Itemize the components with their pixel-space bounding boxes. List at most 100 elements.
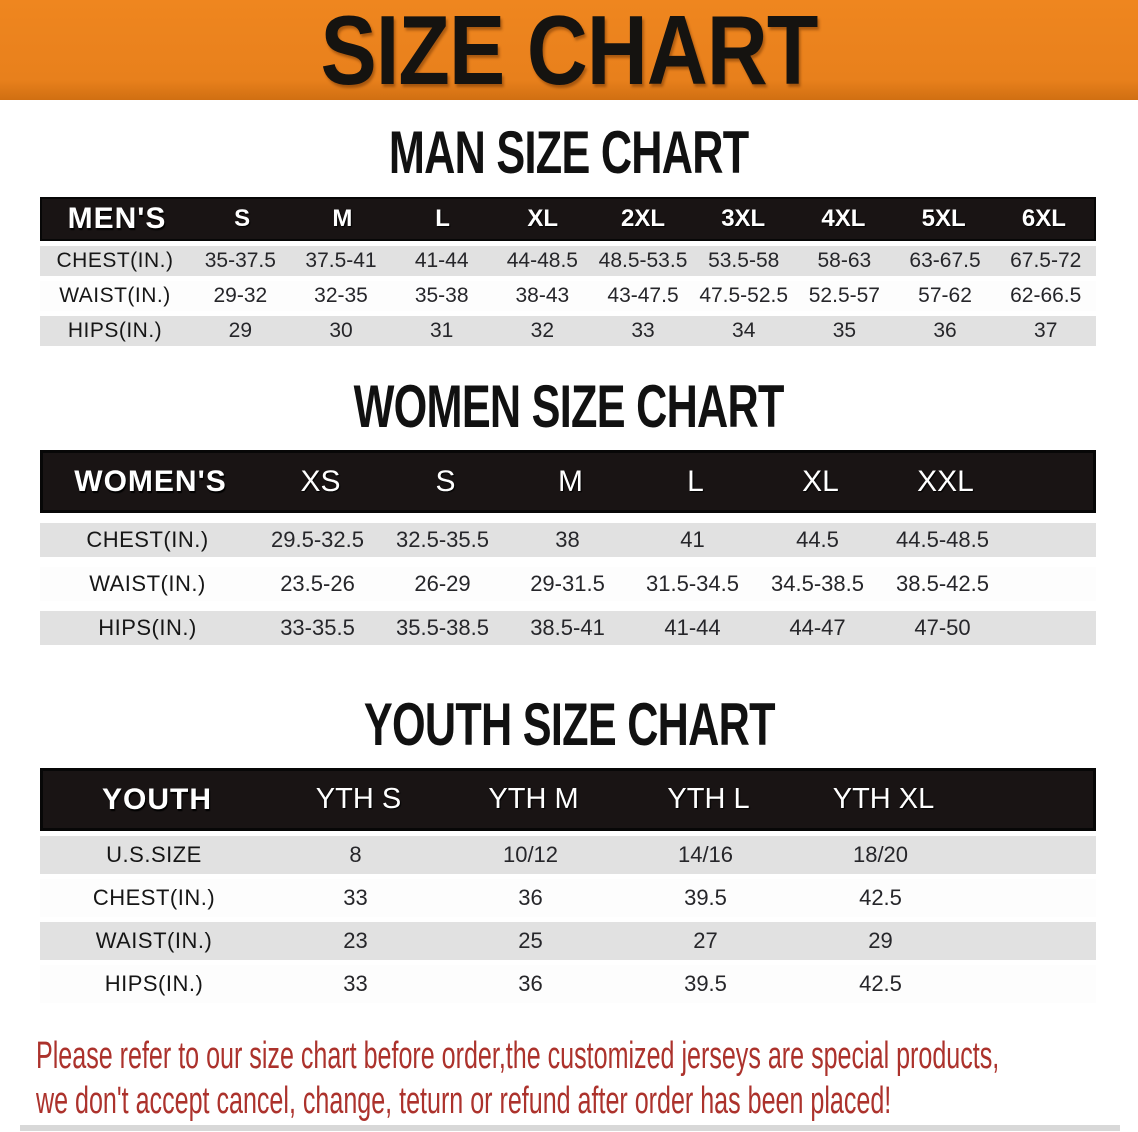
cell-value: 38 bbox=[555, 527, 580, 552]
cell-value: 36 bbox=[518, 885, 543, 910]
cell-value: 34.5-38.5 bbox=[771, 571, 864, 596]
size-column-header: S bbox=[234, 205, 251, 232]
cell-value: 35 bbox=[832, 319, 857, 342]
cell-value: 67.5-72 bbox=[1010, 249, 1082, 272]
cell-value: 33 bbox=[343, 971, 368, 996]
row-label: HIPS(IN.) bbox=[98, 615, 197, 640]
cell-value: 23.5-26 bbox=[280, 571, 355, 596]
cell-value: 30 bbox=[329, 319, 353, 342]
size-column-header: L bbox=[435, 205, 450, 232]
size-column-header: 5XL bbox=[921, 205, 966, 232]
cell-value: 41-44 bbox=[414, 249, 469, 272]
cell-value: 26-29 bbox=[414, 571, 471, 596]
cell-value: 10/12 bbox=[502, 842, 559, 867]
cell-value: 58-63 bbox=[817, 249, 872, 272]
size-column-header: 4XL bbox=[821, 205, 866, 232]
cell-value: 39.5 bbox=[684, 971, 727, 996]
size-column-header: XXL bbox=[917, 464, 974, 498]
size-column-header: YTH M bbox=[488, 783, 579, 815]
size-column-header: 2XL bbox=[620, 205, 665, 232]
table-row: U.S.SIZE 8 10/12 14/16 18/20 bbox=[40, 836, 1096, 874]
disclaimer: Please refer to our size chart before or… bbox=[36, 1034, 1136, 1124]
cell-value: 44.5-48.5 bbox=[896, 527, 989, 552]
size-column-header: YTH L bbox=[667, 783, 750, 815]
size-column-header: L bbox=[687, 464, 704, 498]
women-size-table: WOMEN'S XS S M L XL XXL CHEST(IN.) 29.5-32.5 32.5… bbox=[40, 450, 1096, 645]
cell-value: 29 bbox=[228, 319, 253, 342]
section-heading-men: MAN SIZE CHART bbox=[0, 118, 1138, 187]
cell-value: 33-35.5 bbox=[280, 615, 355, 640]
row-label: HIPS(IN.) bbox=[67, 319, 163, 342]
table-row: CHEST(IN.) 35-37.5 37.5-41 41-44 44-48.5 48.5… bbox=[40, 246, 1096, 276]
cell-value: 27 bbox=[693, 928, 718, 953]
cell-value: 33 bbox=[343, 885, 368, 910]
cell-value: 8 bbox=[349, 842, 362, 867]
row-label: CHEST(IN.) bbox=[56, 249, 174, 272]
size-column-header: 3XL bbox=[721, 205, 766, 232]
cell-value: 32.5-35.5 bbox=[396, 527, 489, 552]
size-column-header: YTH S bbox=[315, 783, 402, 815]
cell-value: 29-32 bbox=[213, 284, 268, 307]
table-row: CHEST(IN.) 33 36 39.5 42.5 bbox=[40, 879, 1096, 917]
table-row: WAIST(IN.) 23.5-26 26-29 29-31.5 31.5-34.5 34… bbox=[40, 567, 1096, 601]
section-heading-youth-text: YOUTH SIZE CHART bbox=[363, 691, 776, 758]
cell-value: 29-31.5 bbox=[530, 571, 605, 596]
section-heading-men-text: MAN SIZE CHART bbox=[389, 119, 749, 186]
cell-value: 53.5-58 bbox=[708, 249, 780, 272]
table-header-row: WOMEN'S XS S M L XL XXL bbox=[40, 450, 1096, 513]
size-column-header: XL bbox=[527, 205, 559, 232]
size-column-header: 6XL bbox=[1021, 205, 1066, 232]
banner-title: SIZE CHART bbox=[320, 0, 818, 105]
size-column-header: XS bbox=[300, 464, 341, 498]
row-label: WAIST(IN.) bbox=[89, 571, 206, 596]
disclaimer-line-1: Please refer to our size chart before or… bbox=[36, 1035, 1000, 1077]
cell-value: 36 bbox=[933, 319, 957, 342]
cell-value: 42.5 bbox=[859, 885, 902, 910]
table-header-label: YOUTH bbox=[102, 782, 212, 816]
cell-value: 37.5-41 bbox=[305, 249, 377, 272]
cell-value: 23 bbox=[343, 928, 368, 953]
cell-value: 14/16 bbox=[677, 842, 734, 867]
bottom-divider bbox=[20, 1125, 1120, 1131]
row-label: WAIST(IN.) bbox=[59, 284, 171, 307]
table-row: HIPS(IN.) 33-35.5 35.5-38.5 38.5-41 41-44 44-… bbox=[40, 611, 1096, 645]
cell-value: 38-43 bbox=[515, 284, 570, 307]
row-label: WAIST(IN.) bbox=[95, 928, 213, 953]
cell-value: 41 bbox=[680, 527, 705, 552]
banner: SIZE CHART bbox=[0, 0, 1138, 100]
cell-value: 37 bbox=[1034, 319, 1058, 342]
table-row: HIPS(IN.) 29 30 31 32 33 34 35 36 37 bbox=[40, 316, 1096, 346]
table-row: WAIST(IN.) 23 25 27 29 bbox=[40, 922, 1096, 960]
cell-value: 31 bbox=[430, 319, 454, 342]
youth-size-table: YOUTH YTH S YTH M YTH L YTH XL U.S.SIZE 8 10/12… bbox=[40, 768, 1096, 1003]
size-column-header: XL bbox=[802, 464, 839, 498]
cell-value: 47.5-52.5 bbox=[699, 284, 789, 307]
row-label: U.S.SIZE bbox=[106, 842, 202, 867]
section-heading-women-text: WOMEN SIZE CHART bbox=[353, 373, 785, 440]
section-heading-women: WOMEN SIZE CHART bbox=[0, 372, 1138, 441]
cell-value: 57-62 bbox=[918, 284, 972, 307]
row-label: CHEST(IN.) bbox=[86, 527, 209, 552]
size-column-header: S bbox=[435, 464, 456, 498]
cell-value: 63-67.5 bbox=[909, 249, 981, 272]
size-column-header: M bbox=[558, 464, 583, 498]
cell-value: 29.5-32.5 bbox=[271, 527, 364, 552]
table-header-label: MEN'S bbox=[67, 202, 167, 235]
cell-value: 38.5-41 bbox=[530, 615, 605, 640]
cell-value: 39.5 bbox=[684, 885, 727, 910]
cell-value: 36 bbox=[518, 971, 543, 996]
cell-value: 25 bbox=[518, 928, 543, 953]
cell-value: 35.5-38.5 bbox=[396, 615, 489, 640]
disclaimer-line-2: we don't accept cancel, change, teturn o… bbox=[36, 1080, 892, 1122]
cell-value: 42.5 bbox=[859, 971, 902, 996]
row-label: CHEST(IN.) bbox=[92, 885, 216, 910]
cell-value: 41-44 bbox=[664, 615, 721, 640]
size-column-header: YTH XL bbox=[832, 783, 935, 815]
cell-value: 33 bbox=[631, 319, 655, 342]
table-row: HIPS(IN.) 33 36 39.5 42.5 bbox=[40, 965, 1096, 1003]
cell-value: 44-48.5 bbox=[506, 249, 578, 272]
cell-value: 32-35 bbox=[314, 284, 368, 307]
cell-value: 44-47 bbox=[789, 615, 846, 640]
cell-value: 38.5-42.5 bbox=[896, 571, 989, 596]
cell-value: 44.5 bbox=[796, 527, 839, 552]
